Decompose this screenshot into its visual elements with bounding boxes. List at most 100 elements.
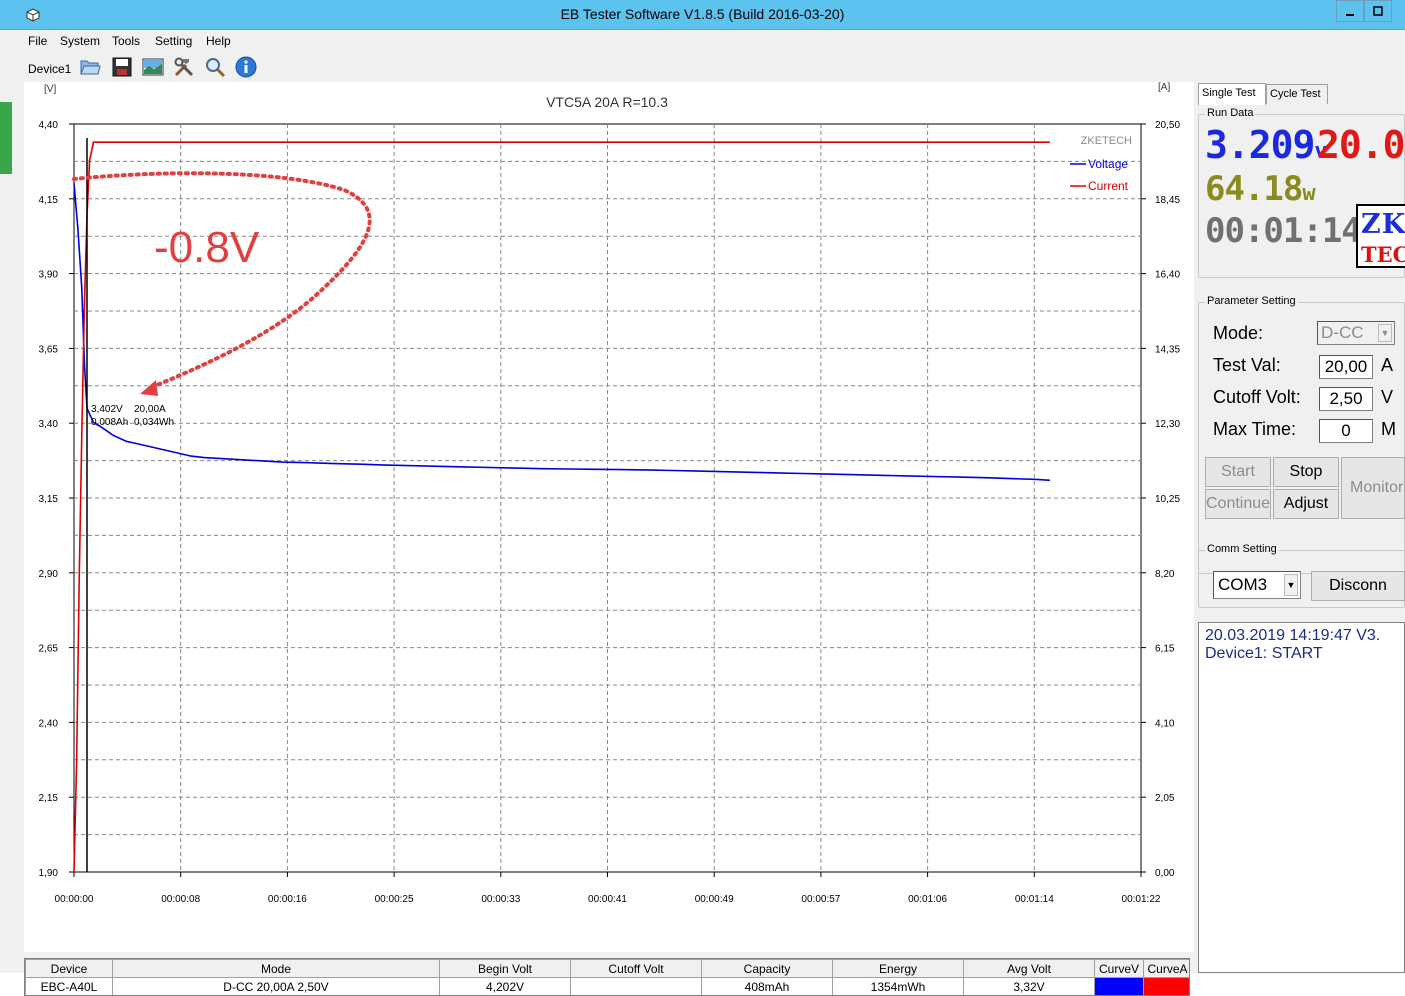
tab-single-test[interactable]: Single Test xyxy=(1198,83,1266,105)
results-table: Device Mode Begin Volt Cutoff Volt Capac… xyxy=(24,958,1190,996)
x-tick-label: 00:00:16 xyxy=(268,894,307,905)
header-begin-volt[interactable]: Begin Volt xyxy=(439,959,571,978)
background-window-edge xyxy=(0,30,20,973)
mode-dropdown-icon: ▼ xyxy=(1378,324,1392,342)
cutoff-volt-unit: V xyxy=(1381,387,1394,407)
parameter-group: Parameter Setting Mode: D-CC ▼ Test Val:… xyxy=(1198,295,1405,574)
comm-title: Comm Setting xyxy=(1205,543,1279,555)
time-readout: 00:01:14 xyxy=(1205,211,1362,251)
x-tick-label: 00:00:41 xyxy=(588,894,627,905)
run-data-title: Run Data xyxy=(1205,107,1256,119)
max-time-unit: M xyxy=(1381,419,1396,439)
header-energy[interactable]: Energy xyxy=(832,959,964,978)
com-dropdown-icon: ▼ xyxy=(1284,574,1298,596)
x-tick-label: 00:01:06 xyxy=(908,894,947,905)
cell-begin-volt: 4,202V xyxy=(439,977,571,995)
monitor-button[interactable]: Monitor xyxy=(1341,457,1405,519)
menu-help[interactable]: Help xyxy=(206,34,231,48)
y-tick-label: 2,65 xyxy=(39,644,59,655)
y-tick-label: 2,90 xyxy=(39,569,59,580)
start-button[interactable]: Start xyxy=(1205,457,1271,487)
right-panel: Single Test Cycle Test Run Data 3.209v 2… xyxy=(1198,82,1405,973)
menu-tools[interactable]: Tools xyxy=(112,34,141,48)
test-val-unit: A xyxy=(1381,355,1394,375)
app-icon[interactable] xyxy=(26,8,40,22)
watermark: ZKETECH xyxy=(1081,135,1132,147)
table-header-row: Device Mode Begin Volt Cutoff Volt Capac… xyxy=(25,959,1189,978)
window-title: EB Tester Software V1.8.5 (Build 2016-03… xyxy=(560,6,845,22)
y2-tick-label: 16,40 xyxy=(1155,270,1180,281)
header-curve-v[interactable]: CurveV xyxy=(1094,959,1144,978)
x-tick-label: 00:01:14 xyxy=(1015,894,1054,905)
x-tick-label: 00:01:22 xyxy=(1122,894,1161,905)
point-current: 20,00A xyxy=(134,404,166,415)
y2-tick-label: 0,00 xyxy=(1155,868,1175,879)
test-val-label: Test Val: xyxy=(1213,355,1281,375)
voltage-unit: v xyxy=(1314,139,1328,164)
title-bar: EB Tester Software V1.8.5 (Build 2016-03… xyxy=(0,0,1405,30)
y2-tick-label: 2,05 xyxy=(1155,793,1175,804)
cell-device: EBC-A40L xyxy=(25,977,113,995)
y2-axis-label: [A] xyxy=(1158,82,1170,93)
zketech-logo: ZKE TECH xyxy=(1356,204,1405,268)
disconnect-button[interactable]: Disconn xyxy=(1311,571,1405,601)
voltage-readout: 3.209v xyxy=(1205,123,1328,167)
cell-cutoff-volt xyxy=(570,977,702,995)
continue-button[interactable]: Continue xyxy=(1205,489,1271,519)
cell-curve-v[interactable] xyxy=(1094,977,1144,995)
chart-image-icon[interactable] xyxy=(141,55,165,79)
data-point-label: 3,402V 20,00A 0,008Ah 0,034Wh xyxy=(91,404,174,428)
legend-voltage: Voltage xyxy=(1088,157,1128,171)
y-tick-label: 1,90 xyxy=(39,868,59,879)
logo-line2: TECH xyxy=(1361,242,1405,267)
header-curve-a[interactable]: CurveA xyxy=(1143,959,1189,978)
chart-panel: VTC5A 20A R=10.3 [V] [A] ZKETECH 00:00:0… xyxy=(24,82,1194,952)
point-capacity: 0,008Ah xyxy=(91,417,128,428)
chart-title: VTC5A 20A R=10.3 xyxy=(546,94,668,110)
magnifier-icon[interactable] xyxy=(203,55,227,79)
y2-tick-label: 6,15 xyxy=(1155,644,1175,655)
save-icon[interactable] xyxy=(110,55,134,79)
cutoff-volt-input[interactable]: 2,50 xyxy=(1319,387,1373,411)
minimize-icon xyxy=(1346,14,1354,16)
x-tick-label: 00:00:08 xyxy=(161,894,200,905)
header-capacity[interactable]: Capacity xyxy=(701,959,833,978)
com-port-select[interactable]: COM3 ▼ xyxy=(1213,571,1301,599)
menu-setting[interactable]: Setting xyxy=(155,34,193,48)
table-row[interactable]: EBC-A40L D-CC 20,00A 2,50V 4,202V 408mAh… xyxy=(25,977,1189,995)
x-tick-label: 00:00:00 xyxy=(55,894,94,905)
header-avg-volt[interactable]: Avg Volt xyxy=(963,959,1095,978)
info-icon[interactable] xyxy=(234,55,258,79)
maximize-button[interactable] xyxy=(1364,0,1392,22)
cell-curve-a[interactable] xyxy=(1143,977,1189,995)
series-current-line xyxy=(73,141,1050,873)
mode-select[interactable]: D-CC ▼ xyxy=(1317,321,1395,345)
open-folder-icon[interactable] xyxy=(78,55,102,79)
max-time-input[interactable]: 0 xyxy=(1319,419,1373,443)
adjust-button[interactable]: Adjust xyxy=(1273,489,1339,519)
cell-capacity: 408mAh xyxy=(701,977,833,995)
menu-file[interactable]: File xyxy=(28,34,48,48)
cutoff-volt-label: Cutoff Volt: xyxy=(1213,387,1301,407)
max-time-label: Max Time: xyxy=(1213,419,1297,439)
tab-cycle-test[interactable]: Cycle Test xyxy=(1266,84,1328,104)
test-val-input[interactable]: 20,00 xyxy=(1319,355,1373,379)
voltage-drop-arrow xyxy=(72,171,372,389)
com-port-value: COM3 xyxy=(1218,575,1268,594)
log-panel: 20.03.2019 14:19:47 V3. Device1: START xyxy=(1198,622,1405,973)
minimize-button[interactable] xyxy=(1336,0,1364,22)
y-tick-label: 2,15 xyxy=(39,793,59,804)
tools-icon[interactable] xyxy=(172,55,196,79)
header-cutoff-volt[interactable]: Cutoff Volt xyxy=(570,959,702,978)
legend-current: Current xyxy=(1088,179,1129,193)
logo-line1: ZKE xyxy=(1361,209,1405,240)
header-device[interactable]: Device xyxy=(25,959,113,978)
stop-button[interactable]: Stop xyxy=(1273,457,1339,487)
menu-bar: File System Tools Setting Help xyxy=(20,30,1405,52)
menu-system[interactable]: System xyxy=(60,34,101,48)
comm-group: Comm Setting COM3 ▼ Disconn xyxy=(1198,543,1405,608)
voltage-drop-arrowhead xyxy=(140,380,158,396)
header-mode[interactable]: Mode xyxy=(112,959,440,978)
y-axis-label: [V] xyxy=(44,84,56,95)
maximize-icon xyxy=(1373,6,1383,16)
